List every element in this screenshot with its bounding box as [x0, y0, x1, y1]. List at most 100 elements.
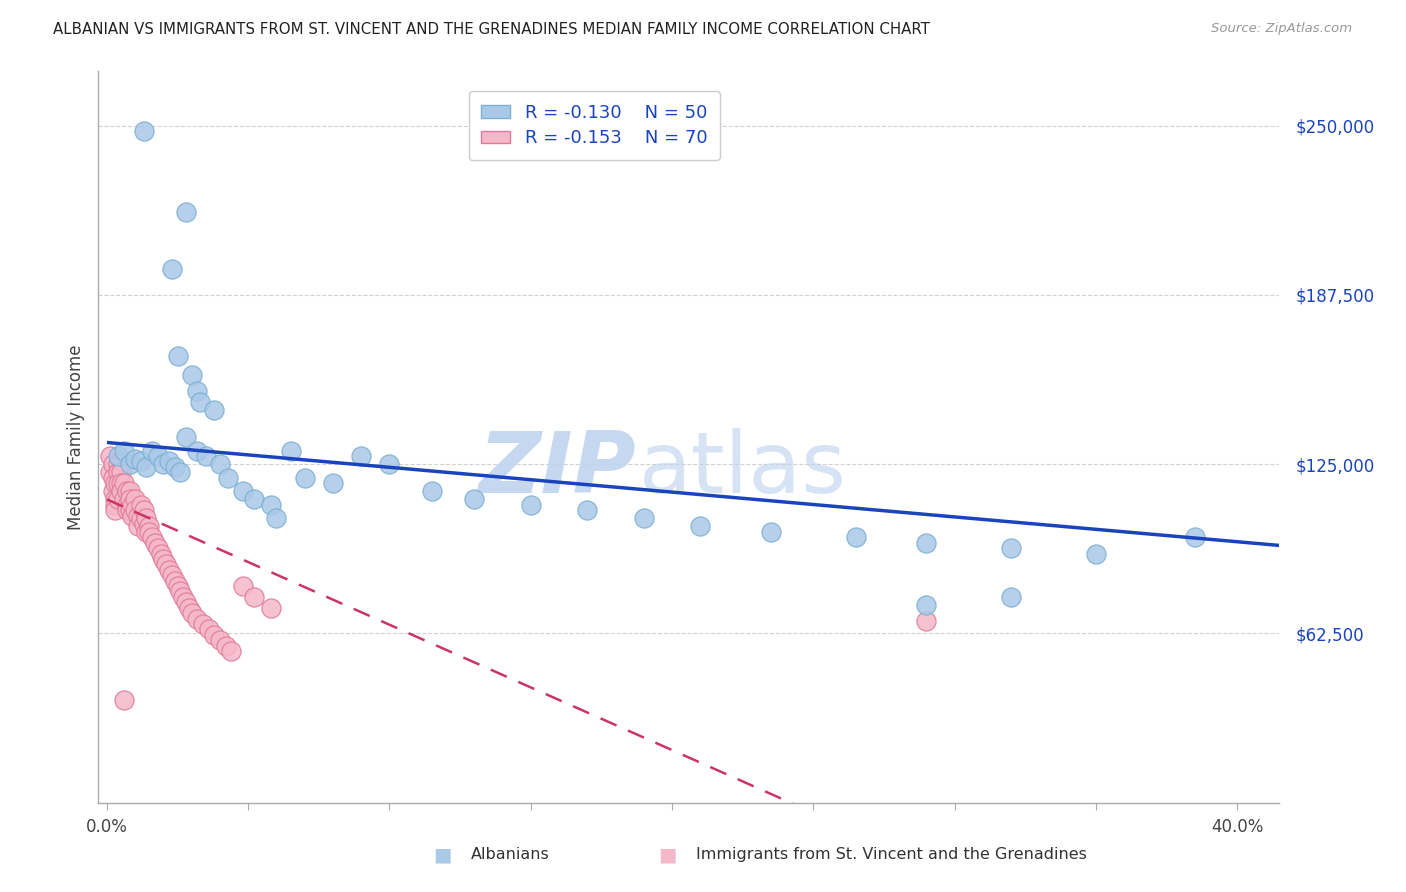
Text: Immigrants from St. Vincent and the Grenadines: Immigrants from St. Vincent and the Gren… [696, 847, 1087, 862]
Point [132, 516, 155, 531]
Point [101, 484, 124, 499]
Point [118, 503, 141, 517]
Point [101, 457, 124, 471]
Point [132, 124, 155, 138]
Point [157, 563, 180, 577]
Point [280, 443, 302, 458]
Point [121, 498, 143, 512]
Point [132, 503, 155, 517]
Point [110, 465, 132, 479]
Point [191, 617, 214, 632]
Point [260, 600, 283, 615]
Point [231, 579, 253, 593]
Point [845, 530, 868, 544]
Point [174, 595, 197, 609]
Point [420, 484, 443, 499]
Point [1000, 541, 1022, 556]
Point [141, 443, 163, 458]
Point [186, 443, 208, 458]
Point [107, 465, 129, 479]
Point [177, 600, 200, 615]
Point [208, 457, 231, 471]
Point [129, 498, 152, 512]
Point [115, 503, 138, 517]
Point [186, 611, 208, 625]
Point [163, 459, 186, 474]
Point [112, 492, 135, 507]
Point [124, 451, 146, 466]
Point [138, 519, 160, 533]
Point [915, 598, 938, 612]
Point [576, 503, 599, 517]
Point [217, 471, 239, 485]
Point [194, 449, 217, 463]
Text: Source: ZipAtlas.com: Source: ZipAtlas.com [1212, 22, 1353, 36]
Point [107, 457, 129, 471]
Point [118, 457, 141, 471]
Text: ZIP: ZIP [478, 428, 636, 511]
Point [107, 492, 129, 507]
Point [169, 465, 191, 479]
Point [101, 471, 124, 485]
Point [135, 459, 157, 474]
Point [174, 205, 197, 219]
Point [180, 606, 202, 620]
Point [1000, 590, 1022, 604]
Point [141, 530, 163, 544]
Point [166, 349, 188, 363]
Point [166, 579, 188, 593]
Point [160, 262, 183, 277]
Point [260, 498, 283, 512]
Point [350, 449, 373, 463]
Point [112, 443, 135, 458]
Point [322, 476, 344, 491]
Text: ALBANIAN VS IMMIGRANTS FROM ST. VINCENT AND THE GRENADINES MEDIAN FAMILY INCOME : ALBANIAN VS IMMIGRANTS FROM ST. VINCENT … [53, 22, 931, 37]
Point [463, 492, 485, 507]
Point [143, 535, 166, 549]
Point [202, 403, 225, 417]
Point [118, 484, 141, 499]
Point [155, 558, 177, 572]
Point [104, 498, 127, 512]
Point [174, 430, 197, 444]
Point [180, 368, 202, 382]
Point [146, 449, 169, 463]
Point [188, 395, 211, 409]
Point [294, 471, 316, 485]
Point [519, 498, 541, 512]
Point [214, 639, 236, 653]
Point [243, 492, 266, 507]
Point [127, 519, 149, 533]
Point [138, 524, 160, 539]
Point [186, 384, 208, 398]
Point [127, 508, 149, 523]
Point [98, 465, 121, 479]
Point [121, 508, 143, 523]
Point [172, 590, 194, 604]
Point [107, 476, 129, 491]
Point [110, 484, 132, 499]
Point [378, 457, 401, 471]
Point [266, 511, 288, 525]
Point [115, 498, 138, 512]
Point [219, 644, 242, 658]
Text: atlas: atlas [640, 428, 848, 511]
Point [759, 524, 782, 539]
Point [115, 484, 138, 499]
Point [149, 547, 172, 561]
Point [231, 484, 253, 499]
Point [1084, 547, 1107, 561]
Point [112, 476, 135, 491]
Point [915, 535, 938, 549]
Point [633, 511, 655, 525]
Point [169, 584, 191, 599]
Point [689, 519, 711, 533]
Point [104, 476, 127, 491]
Point [915, 615, 938, 629]
Point [243, 590, 266, 604]
Point [124, 492, 146, 507]
Legend: R = -0.130    N = 50, R = -0.153    N = 70: R = -0.130 N = 50, R = -0.153 N = 70 [468, 91, 720, 160]
Point [98, 449, 121, 463]
Point [129, 511, 152, 525]
Point [124, 503, 146, 517]
